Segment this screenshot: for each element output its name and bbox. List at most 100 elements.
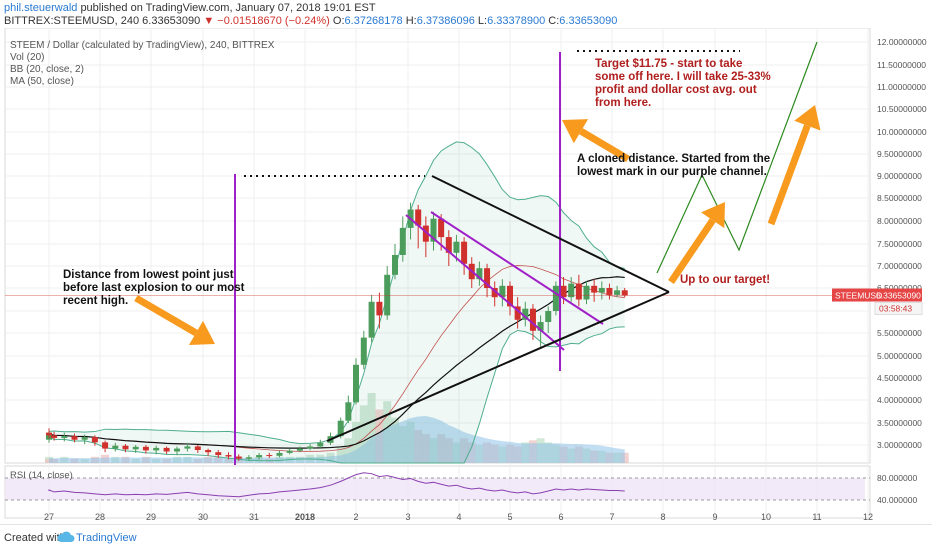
high-value: 6.37386096 <box>416 15 475 27</box>
x-tick-label: 12 <box>863 512 873 522</box>
candle-body <box>368 301 375 338</box>
candle-body <box>445 237 452 253</box>
y-tick-label: 5.00000000 <box>877 351 922 361</box>
candle-body <box>266 455 273 457</box>
annotation-distance: Distance from lowest point just <box>63 269 234 281</box>
price-tag-value: 6.33653090 <box>876 291 921 301</box>
x-tick-label: 3 <box>405 512 410 522</box>
orange-arrow-distance-shaft <box>134 294 198 336</box>
x-tick-label: 11 <box>812 512 821 522</box>
y-tick-label: 4.00000000 <box>877 395 922 405</box>
chart-svg[interactable]: 12.00000000 11.50000000 11.00000000 10.5000… <box>0 27 932 524</box>
candle-body <box>507 285 513 307</box>
candle-body <box>476 268 483 280</box>
candle-body <box>296 448 303 451</box>
y-tick-label: 12.00000000 <box>877 37 927 47</box>
candle-body <box>552 285 559 311</box>
candle-body <box>153 447 160 451</box>
candle-body <box>256 455 263 458</box>
volume-bar <box>336 446 345 463</box>
x-tick-label: 2018 <box>295 512 315 522</box>
candle-body <box>286 450 293 453</box>
candle-body <box>353 364 359 403</box>
candle-body <box>276 452 283 456</box>
candle-body <box>491 288 498 298</box>
candle-body <box>583 285 590 300</box>
x-tick-label: 29 <box>146 512 156 522</box>
low-label: L: <box>477 15 488 27</box>
x-tick-label: 28 <box>95 512 105 522</box>
orange-arrow-target-2-shaft <box>767 124 811 226</box>
y-tick-label: 3.50000000 <box>877 418 922 428</box>
volume-bar <box>352 421 360 463</box>
candle-body <box>598 288 605 293</box>
candle-body <box>91 437 98 443</box>
candle-body <box>142 446 149 451</box>
candle-body <box>606 288 613 295</box>
x-tick-label: 9 <box>712 512 717 522</box>
volume-bar <box>367 393 376 463</box>
candle-body <box>453 241 460 253</box>
price-tag-box <box>832 288 922 302</box>
author-link[interactable]: phil.steuerwald <box>4 2 78 14</box>
orange-arrow-target-shaft <box>579 128 630 163</box>
y-tick-label: 11.50000000 <box>877 60 926 70</box>
candle-body <box>621 290 628 296</box>
candle-body <box>392 255 398 275</box>
candle-body <box>184 446 191 449</box>
x-tick-label: 10 <box>761 512 771 522</box>
candle-body <box>360 337 367 365</box>
x-tick-label: 27 <box>44 512 54 522</box>
candle-body <box>575 283 582 300</box>
header-bar: phil.steuerwald published on TradingView… <box>0 0 932 28</box>
indicator-legend: STEEM / Dollar (calculated by TradingVie… <box>10 40 274 88</box>
candle-body <box>61 436 68 438</box>
candle-body <box>225 455 232 457</box>
candle-body <box>81 437 88 440</box>
orange-arrow-distance-head <box>188 320 215 346</box>
low-value: 6.33378900 <box>487 15 546 27</box>
candle-body <box>102 442 109 449</box>
candle-body <box>529 308 536 331</box>
countdown-box <box>874 302 923 316</box>
symbol-label: BITTREX:STEEMUSD, 240 <box>4 15 140 27</box>
candle-body <box>215 452 222 456</box>
y-tick-label: 11.00000000 <box>877 82 926 92</box>
bollinger-lower <box>48 326 625 464</box>
candle-body <box>194 446 201 451</box>
annotation-cloned: A cloned distance. Started from the <box>577 153 770 165</box>
orange-arrow-target-head <box>562 119 589 144</box>
x-tick-label: 2 <box>353 512 358 522</box>
candle-body <box>337 420 344 437</box>
candle-body <box>376 301 383 316</box>
annotation-target: from here. <box>595 97 651 109</box>
purple-channel-upper <box>430 211 604 325</box>
y-tick-label: 8.00000000 <box>877 216 922 226</box>
legend-vol[interactable]: Vol (20) <box>10 52 45 63</box>
annotation-target: some off here. I will take 25-33% <box>595 71 771 83</box>
candle-body <box>51 435 58 438</box>
legend-ma[interactable]: MA (50, close) <box>10 76 74 87</box>
volume-bar <box>344 438 353 463</box>
candle-body <box>568 283 575 298</box>
candle-body <box>484 268 491 288</box>
y-tick-label: 7.50000000 <box>877 239 922 249</box>
published-text: published on TradingView.com, January 07… <box>80 2 376 14</box>
chart-area[interactable]: 12.00000000 11.50000000 11.00000000 10.5000… <box>0 27 932 524</box>
candle-body <box>499 285 506 298</box>
purple-channel-lower <box>405 214 565 351</box>
main-pane-frame <box>4 27 871 464</box>
candle-body <box>205 450 212 453</box>
volume-ma-area <box>49 416 625 463</box>
open-label: O: <box>332 15 345 27</box>
legend-bb[interactable]: BB (20, close, 2) <box>10 64 84 75</box>
tradingview-brand-link[interactable]: TradingView <box>76 532 137 544</box>
rsi-line <box>48 472 625 498</box>
candle-body <box>174 448 180 452</box>
candle-body <box>545 311 552 322</box>
symbol-line: BITTREX:STEEMUSD, 240 6.33653090 ▼ −0.01… <box>4 15 617 27</box>
candle-body <box>537 322 544 331</box>
annotation-up-target: Up to our target! <box>680 274 770 286</box>
change-down-icon: ▼ <box>203 15 215 27</box>
last-price: 6.33653090 <box>142 15 201 27</box>
